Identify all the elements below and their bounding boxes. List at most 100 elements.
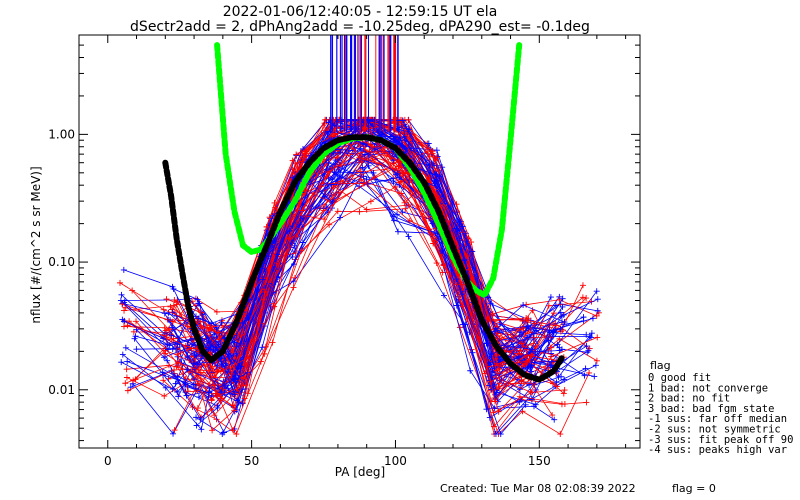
trace-marker <box>299 207 306 214</box>
trace-marker <box>516 350 523 357</box>
trace-marker <box>545 302 552 309</box>
trace-marker <box>594 334 601 341</box>
trace-marker <box>363 176 370 183</box>
trace-marker <box>492 398 499 405</box>
trace-marker <box>196 364 203 371</box>
trace-marker <box>491 364 498 371</box>
trace-marker <box>581 372 588 379</box>
trace-marker <box>561 319 568 326</box>
trace-marker <box>124 387 131 394</box>
trace-marker <box>174 373 181 380</box>
trace-marker <box>593 357 600 364</box>
legend-entry: 2 bad: no fit <box>648 393 730 405</box>
trace-marker <box>405 151 412 158</box>
trace-marker <box>579 294 586 301</box>
trace-marker <box>591 373 598 380</box>
trace-marker <box>123 366 130 373</box>
trace-marker <box>214 329 221 336</box>
trace-marker <box>163 296 170 303</box>
y-tick-label: 0.10 <box>48 255 75 269</box>
trace-marker <box>119 316 126 323</box>
trace-marker <box>234 397 241 404</box>
fit-trace <box>174 179 565 432</box>
trace-marker <box>269 212 276 219</box>
trace-marker <box>166 326 173 333</box>
trace-marker <box>467 367 474 374</box>
trace-marker <box>218 388 225 395</box>
trace-marker <box>405 116 412 123</box>
axes: 0 50 100 150 0.01 0.10 1.00 <box>48 35 640 468</box>
x-tick-label: 0 <box>104 454 112 468</box>
trace-marker <box>356 208 363 215</box>
trace-marker <box>293 233 300 240</box>
trace-marker <box>208 397 215 404</box>
trace-marker <box>453 302 460 309</box>
trace-marker <box>244 354 251 361</box>
trace-marker <box>164 357 171 364</box>
trace-marker <box>337 149 344 156</box>
trace-marker <box>332 130 339 137</box>
trace-marker <box>528 396 535 403</box>
trace-marker <box>195 367 202 374</box>
trace-marker <box>490 409 497 416</box>
trace-marker <box>194 296 201 303</box>
trace-marker <box>370 169 377 176</box>
trace-marker <box>118 359 125 366</box>
trace-marker <box>194 316 201 323</box>
trace-marker <box>584 349 591 356</box>
trace-marker <box>561 387 568 394</box>
trace-marker <box>439 269 446 276</box>
trace-marker <box>528 362 535 369</box>
fit-curve-1 <box>162 134 566 383</box>
trace-marker <box>367 198 374 205</box>
trace-marker <box>594 307 601 314</box>
trace-marker <box>324 172 331 179</box>
legend-entry: -3 sus: fit peak off 90 <box>648 434 793 446</box>
trace-marker <box>197 415 204 422</box>
chart-title: 2022-01-06/12:40:05 - 12:59:15 UT ela <box>223 4 498 20</box>
trace-marker <box>395 228 402 235</box>
trace-marker <box>162 350 169 357</box>
trace-marker <box>121 307 128 314</box>
trace-marker <box>553 383 560 390</box>
trace-marker <box>262 343 269 350</box>
trace-marker <box>356 183 363 190</box>
trace-marker <box>326 221 333 228</box>
trace-marker <box>398 190 405 197</box>
trace-marker <box>168 332 175 339</box>
trace-marker <box>488 351 495 358</box>
fit-trace <box>125 159 526 384</box>
trace-marker <box>131 335 138 342</box>
trace-marker <box>532 401 539 408</box>
trace-marker <box>334 171 341 178</box>
trace-marker <box>320 207 327 214</box>
trace-marker <box>394 170 401 177</box>
trace-marker <box>161 354 168 361</box>
trace-marker <box>233 431 240 438</box>
trace-marker <box>334 208 341 215</box>
trace-marker <box>548 350 555 357</box>
trace-marker <box>195 394 202 401</box>
series-layer <box>162 42 566 383</box>
trace-marker <box>214 393 221 400</box>
trace-marker <box>286 228 293 235</box>
trace-marker <box>433 147 440 154</box>
created-timestamp: Created: Tue Mar 08 02:08:39 2022 <box>440 482 636 495</box>
trace-marker <box>459 321 466 328</box>
trace-marker <box>493 367 500 374</box>
trace-marker <box>558 373 565 380</box>
trace-marker <box>549 412 556 419</box>
trace-marker <box>233 343 240 350</box>
trace-marker <box>522 401 529 408</box>
trace-marker <box>124 358 131 365</box>
fit-trace <box>195 166 597 435</box>
trace-marker <box>228 370 235 377</box>
trace-marker <box>124 322 131 329</box>
trace-marker <box>174 388 181 395</box>
trace-marker <box>390 178 397 185</box>
trace-marker <box>401 199 408 206</box>
trace-marker <box>459 281 466 288</box>
trace-marker <box>551 416 558 423</box>
